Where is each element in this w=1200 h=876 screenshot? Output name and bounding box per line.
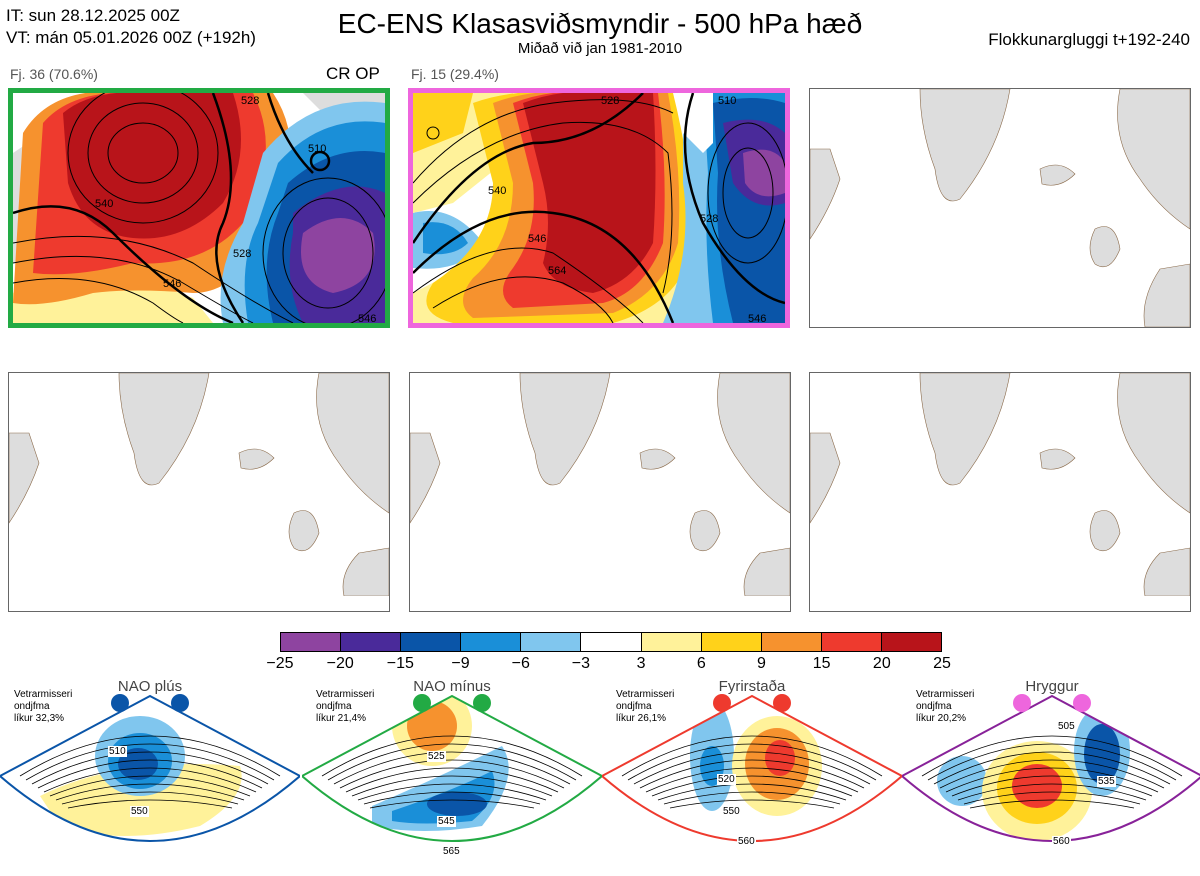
colorbar-tick-label: −15 — [386, 655, 414, 672]
regime-contour-label: 560 — [1052, 836, 1071, 847]
cluster-panel-1[interactable]: 540 528 546 528 510 546 — [8, 88, 390, 328]
panel-1-contour-a: 540 — [95, 198, 114, 210]
colorbar-tick-label: 9 — [757, 655, 766, 672]
colorbar-tick-label: 25 — [933, 655, 951, 672]
regime-map[interactable]: Hryggur Vetrarmisseri ondjfma líkur 20,2% 50… — [900, 676, 1200, 871]
regime-note-line: Vetrarmisseri — [316, 689, 375, 700]
regime-map[interactable]: Fyrirstaða Vetrarmisseri ondjfma líkur 26,1… — [600, 676, 904, 871]
valid-time-line: VT: mán 05.01.2026 00Z (+192h) — [6, 28, 256, 47]
regime-note-line: ondjfma — [14, 701, 50, 712]
regime-note: Vetrarmisseri ondjfma líkur 21,4% — [316, 689, 374, 725]
regime-note-line: ondjfma — [616, 701, 652, 712]
regime-name: NAO plús — [117, 678, 183, 695]
regime-note: Vetrarmisseri ondjfma líkur 20,2% — [916, 689, 974, 725]
colorbar-tick-label: 3 — [636, 655, 646, 672]
cluster-map-2 — [413, 93, 785, 323]
empty-panel-3[interactable] — [809, 88, 1191, 328]
panel-1-contour-c: 546 — [163, 278, 182, 290]
regime-name: Hryggur — [1025, 678, 1079, 695]
colorbar-swatch — [701, 633, 762, 651]
colorbar-tick-label: −9 — [451, 655, 470, 672]
colorbar-tick-label: −3 — [571, 655, 591, 672]
colorbar-swatch — [461, 633, 522, 651]
colorbar-tick-label: −20 — [326, 655, 354, 672]
colorbar-swatch — [881, 633, 942, 651]
colorbar-swatch — [821, 633, 882, 651]
panel-2-contour-a: 510 — [718, 95, 737, 107]
regime-name: Fyrirstaða — [718, 678, 786, 695]
regime-note-line: ondjfma — [316, 701, 352, 712]
colorbar-swatch — [281, 633, 342, 651]
colorbar-swatch — [341, 633, 402, 651]
regime-contour-label: 565 — [442, 846, 461, 857]
regime-map[interactable]: NAO plús Vetrarmisseri ondjfma líkur 32,3% 5… — [0, 676, 302, 871]
regime-contour-label: 535 — [1097, 776, 1116, 787]
empty-map-3 — [810, 89, 1190, 327]
regime-note-line: Vetrarmisseri — [14, 689, 73, 700]
empty-panel-6[interactable] — [809, 372, 1191, 612]
colorbar-swatch — [581, 633, 642, 651]
panel-2-contour-f: 528 — [700, 213, 719, 225]
regime-note: Vetrarmisseri ondjfma líkur 26,1% — [616, 689, 674, 725]
colorbar-swatch — [761, 633, 822, 651]
regime-contour-label: 520 — [717, 774, 736, 785]
panel-1-tag: CR OP — [326, 64, 380, 83]
panel-2-contour-b: 528 — [601, 95, 620, 107]
regime-contour-label: 550 — [722, 806, 741, 817]
panel-2-label: Fj. 15 (29.4%) — [411, 66, 499, 82]
empty-map-5 — [410, 373, 790, 596]
regime-note-line: Vetrarmisseri — [916, 689, 975, 700]
colorbar-swatch — [401, 633, 462, 651]
colorbar-tick-label: −25 — [266, 655, 294, 672]
cluster-map-1 — [13, 93, 385, 323]
regime-fan-svg — [0, 694, 302, 842]
regime-fan-svg — [900, 694, 1200, 842]
colorbar-tick-label: 15 — [812, 655, 831, 672]
classification-window: Flokkunargluggi t+192-240 — [988, 30, 1190, 49]
regime-contour-label: 550 — [130, 806, 149, 817]
panel-2-contour-d: 546 — [528, 233, 547, 245]
regime-map[interactable]: NAO mínus Vetrarmisseri ondjfma líkur 21,4%… — [300, 676, 604, 871]
regime-fan-svg — [300, 694, 604, 842]
colorbar-swatch — [521, 633, 582, 651]
empty-map-4 — [9, 373, 389, 596]
regime-contour-label: 545 — [437, 816, 456, 827]
page-title: EC-ENS Klasasviðsmyndir - 500 hPa hæð — [337, 8, 863, 39]
colorbar-swatch — [641, 633, 702, 651]
regime-note-line: líkur 26,1% — [616, 713, 667, 724]
init-time-line: IT: sun 28.12.2025 00Z — [6, 6, 180, 25]
regime-contour-label: 510 — [108, 746, 127, 757]
panel-1-contour-d: 528 — [241, 95, 260, 107]
regime-note: Vetrarmisseri ondjfma líkur 32,3% — [14, 689, 72, 725]
page-subtitle: Miðað við jan 1981-2010 — [517, 40, 683, 57]
regime-note-line: líkur 32,3% — [14, 713, 65, 724]
panel-1-label: Fj. 36 (70.6%) — [10, 66, 98, 82]
panel-1-contour-f: 546 — [358, 313, 377, 325]
panel-2-contour-c: 540 — [488, 185, 507, 197]
panel-2-contour-e: 564 — [548, 265, 567, 277]
header-init-time: IT: sun 28.12.2025 00Z VT: mán 05.01.202… — [6, 5, 256, 49]
regime-contour-label: 560 — [737, 836, 756, 847]
regime-note-line: Vetrarmisseri — [616, 689, 675, 700]
panel-1-contour-b: 528 — [233, 248, 252, 260]
empty-map-6 — [810, 373, 1190, 596]
regime-note-line: líkur 20,2% — [916, 713, 967, 724]
colorbar-tick-label: −6 — [511, 655, 530, 672]
cluster-panel-2[interactable]: 510 528 540 546 564 528 546 — [408, 88, 790, 328]
colorbar — [280, 632, 942, 652]
regime-name: NAO mínus — [413, 678, 491, 695]
empty-panel-5[interactable] — [409, 372, 791, 612]
colorbar-tick-label: 20 — [872, 655, 891, 672]
panel-1-contour-e: 510 — [308, 143, 327, 155]
panel-2-contour-g: 546 — [748, 313, 767, 325]
regime-note-line: ondjfma — [916, 701, 952, 712]
regime-fan-svg — [600, 694, 904, 842]
regime-contour-label: 505 — [1057, 721, 1076, 732]
empty-panel-4[interactable] — [8, 372, 390, 612]
regime-note-line: líkur 21,4% — [316, 713, 367, 724]
colorbar-tick-label: 6 — [696, 655, 706, 672]
regime-contour-label: 525 — [427, 751, 446, 762]
